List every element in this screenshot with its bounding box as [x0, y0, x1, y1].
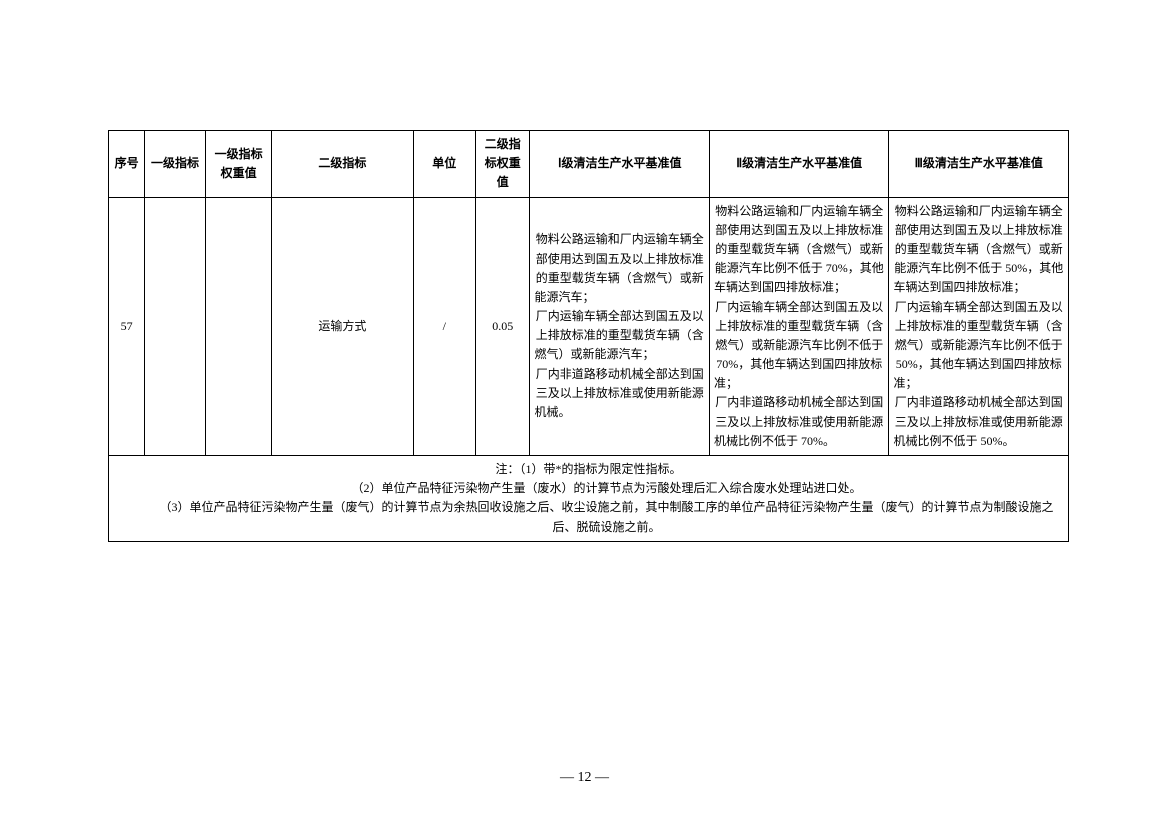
col-header-level1: 一级指标 — [145, 131, 206, 198]
cell-level1 — [145, 197, 206, 455]
col-header-bench2: Ⅱ级清洁生产水平基准值 — [709, 131, 888, 198]
col-header-level2-weight: 二级指标权重值 — [476, 131, 530, 198]
document-page: 序号 一级指标 一级指标权重值 二级指标 单位 二级指标权重值 Ⅰ级清洁生产水平… — [0, 0, 1169, 826]
table-row: 57 运输方式 / 0.05 物料公路运输和厂内运输车辆全部使用达到国五及以上排… — [109, 197, 1069, 455]
note-1: 注：（1）带*的指标为限定性指标。 — [113, 460, 1064, 479]
note-3: （3）单位产品特征污染物产生量（废气）的计算节点为余热回收设施之后、收尘设施之前… — [113, 498, 1064, 536]
cell-bench1: 物料公路运输和厂内运输车辆全部使用达到国五及以上排放标准的重型载货车辆（含燃气）… — [530, 197, 709, 455]
col-header-seq: 序号 — [109, 131, 145, 198]
col-header-unit: 单位 — [413, 131, 476, 198]
cell-notes: 注：（1）带*的指标为限定性指标。 （2）单位产品特征污染物产生量（废水）的计算… — [109, 456, 1069, 542]
col-header-bench1: Ⅰ级清洁生产水平基准值 — [530, 131, 709, 198]
indicator-table: 序号 一级指标 一级指标权重值 二级指标 单位 二级指标权重值 Ⅰ级清洁生产水平… — [108, 130, 1069, 542]
page-number: — 12 — — [0, 770, 1169, 786]
col-header-level1-weight: 一级指标权重值 — [205, 131, 272, 198]
table-notes-row: 注：（1）带*的指标为限定性指标。 （2）单位产品特征污染物产生量（废水）的计算… — [109, 456, 1069, 542]
cell-unit: / — [413, 197, 476, 455]
cell-level2-weight: 0.05 — [476, 197, 530, 455]
table-header: 序号 一级指标 一级指标权重值 二级指标 单位 二级指标权重值 Ⅰ级清洁生产水平… — [109, 131, 1069, 198]
cell-seq: 57 — [109, 197, 145, 455]
note-2: （2）单位产品特征污染物产生量（废水）的计算节点为污酸处理后汇入综合废水处理站进… — [113, 479, 1064, 498]
col-header-bench3: Ⅲ级清洁生产水平基准值 — [889, 131, 1069, 198]
col-header-level2: 二级指标 — [272, 131, 413, 198]
cell-level2: 运输方式 — [272, 197, 413, 455]
cell-level1-weight — [205, 197, 272, 455]
table-header-row: 序号 一级指标 一级指标权重值 二级指标 单位 二级指标权重值 Ⅰ级清洁生产水平… — [109, 131, 1069, 198]
cell-bench2: 物料公路运输和厂内运输车辆全部使用达到国五及以上排放标准的重型载货车辆（含燃气）… — [709, 197, 888, 455]
table-body: 57 运输方式 / 0.05 物料公路运输和厂内运输车辆全部使用达到国五及以上排… — [109, 197, 1069, 541]
cell-bench3: 物料公路运输和厂内运输车辆全部使用达到国五及以上排放标准的重型载货车辆（含燃气）… — [889, 197, 1069, 455]
